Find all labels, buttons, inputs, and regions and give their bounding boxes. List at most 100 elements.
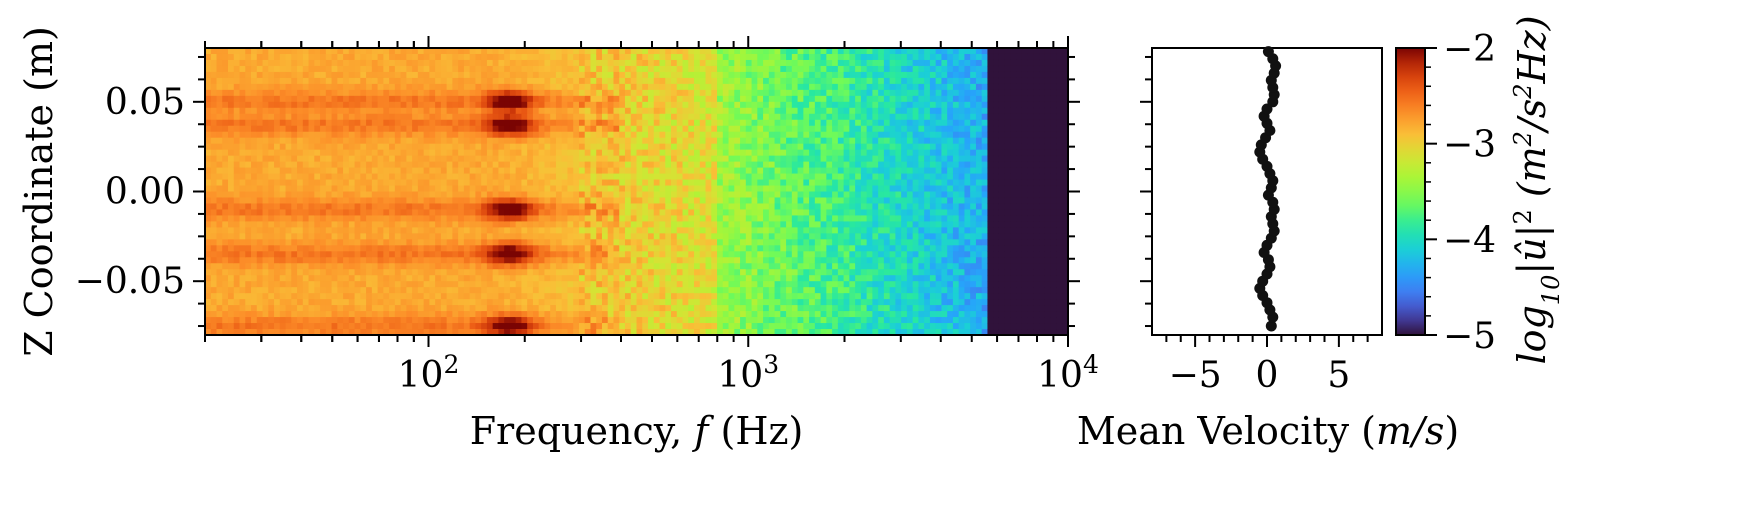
heatmap-cell	[423, 287, 430, 294]
heatmap-cell	[590, 263, 597, 270]
heatmap-cell	[239, 317, 246, 324]
heatmap-cell	[325, 191, 333, 199]
heatmap-cell	[268, 209, 275, 217]
heatmap-cell	[366, 275, 373, 282]
heatmap-cell	[343, 227, 350, 234]
heatmap-cell	[509, 65, 517, 73]
heatmap-cell	[763, 191, 770, 199]
heatmap-cell	[665, 263, 672, 270]
heatmap-cell	[550, 275, 557, 282]
heatmap-cell	[337, 149, 344, 157]
heatmap-cell	[274, 48, 281, 55]
heatmap-cell	[630, 167, 638, 175]
heatmap-cell	[348, 311, 356, 318]
heatmap-cell	[251, 185, 258, 193]
heatmap-cell	[481, 233, 488, 240]
heatmap-cell	[722, 59, 730, 67]
heatmap-cell	[584, 293, 592, 300]
heatmap-cell	[331, 323, 338, 330]
heatmap-cell	[417, 191, 425, 199]
heatmap-cell	[717, 113, 724, 121]
heatmap-cell	[521, 131, 528, 139]
heatmap-cell	[596, 125, 603, 133]
heatmap-cell	[786, 125, 793, 133]
heatmap-cell	[463, 215, 471, 222]
heatmap-cell	[578, 209, 586, 217]
heatmap-cell	[389, 131, 396, 139]
heatmap-cell	[671, 293, 678, 300]
heatmap-cell	[268, 53, 275, 61]
heatmap-cell	[780, 101, 787, 109]
heatmap-cell	[239, 48, 246, 55]
heatmap-cell	[590, 185, 597, 193]
heatmap-cell	[268, 311, 275, 318]
heatmap-cell	[337, 185, 344, 193]
heatmap-cell	[233, 275, 241, 282]
heatmap-cell	[619, 269, 626, 276]
heatmap-cell	[648, 143, 655, 151]
heatmap-cell	[636, 329, 643, 336]
heatmap-cell	[458, 227, 465, 234]
heatmap-cell	[578, 48, 586, 55]
heatmap-cell	[228, 245, 235, 252]
heatmap-cell	[383, 173, 390, 181]
heatmap-cell	[751, 113, 758, 121]
heatmap-cell	[314, 179, 321, 187]
heatmap-cell	[371, 185, 379, 193]
heatmap-cell	[521, 269, 528, 276]
heatmap-cell	[331, 263, 338, 270]
heatmap-cell	[297, 59, 304, 67]
heatmap-cell	[504, 221, 511, 228]
heatmap-cell	[791, 221, 799, 228]
heatmap-cell	[774, 167, 781, 175]
heatmap-cell	[475, 263, 482, 270]
heatmap-cell	[314, 89, 321, 97]
heatmap-cell	[648, 245, 655, 252]
heatmap-cell	[245, 263, 252, 270]
heatmap-cell	[423, 137, 430, 145]
heatmap-cell	[400, 191, 407, 199]
heatmap-cell	[630, 245, 638, 252]
heatmap-cell	[498, 71, 505, 79]
heatmap-cell	[377, 281, 384, 288]
heatmap-cell	[216, 209, 223, 217]
heatmap-cell	[624, 155, 632, 163]
heatmap-cell	[458, 221, 465, 228]
heatmap-cell	[463, 77, 471, 85]
heatmap-cell	[458, 53, 465, 61]
heatmap-cell	[590, 245, 597, 252]
heatmap-cell	[797, 143, 804, 151]
heatmap-cell	[768, 89, 776, 97]
heatmap-cell	[619, 233, 626, 240]
heatmap-cell	[354, 65, 361, 73]
heatmap-cell	[469, 113, 476, 121]
heatmap-cell	[734, 215, 741, 222]
heatmap-cell	[314, 119, 321, 127]
heatmap-cell	[763, 311, 770, 318]
heatmap-cell	[527, 281, 534, 288]
heatmap-cell	[751, 269, 758, 276]
heatmap-cell	[630, 323, 638, 330]
heatmap-cell	[613, 299, 620, 306]
heatmap-cell	[291, 323, 298, 330]
heatmap-cell	[458, 149, 465, 157]
heatmap-cell	[389, 59, 396, 67]
heatmap-cell	[377, 227, 384, 234]
heatmap-cell	[774, 269, 781, 276]
heatmap-cell	[325, 329, 333, 336]
heatmap-cell	[745, 311, 753, 318]
heatmap-cell	[544, 203, 551, 211]
heatmap-cell	[515, 167, 523, 175]
heatmap-cell	[636, 167, 643, 175]
heatmap-cell	[440, 48, 448, 55]
heatmap-cell	[302, 95, 310, 103]
heatmap-cell	[619, 173, 626, 181]
heatmap-cell	[469, 329, 476, 336]
heatmap-cell	[728, 257, 735, 264]
heatmap-cell	[751, 311, 758, 318]
heatmap-cell	[665, 191, 672, 199]
heatmap-cell	[481, 287, 488, 294]
heatmap-cell	[412, 197, 419, 205]
heatmap-cell	[481, 257, 488, 264]
heatmap-cell	[256, 59, 264, 67]
